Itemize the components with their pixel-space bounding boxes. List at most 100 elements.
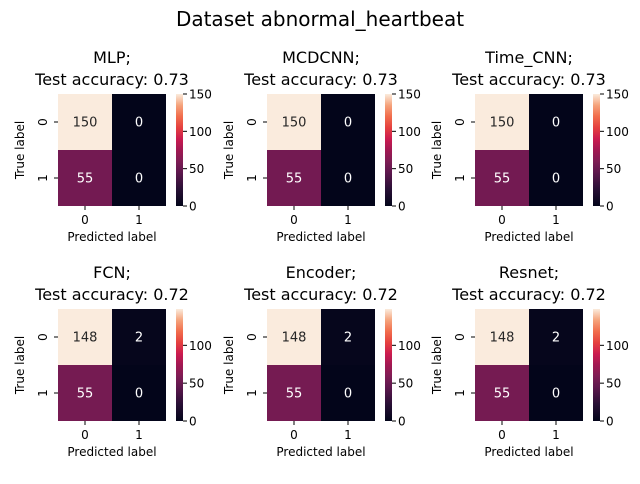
heatmap-cell (529, 365, 583, 421)
cell-value-label: 0 (552, 172, 560, 187)
heatmap-cell (112, 150, 166, 206)
cell-value-label: 55 (77, 387, 94, 402)
y-tick-label: 1 (245, 389, 259, 397)
cell-value-label: 55 (77, 172, 94, 187)
cell-value-label: 0 (344, 387, 352, 402)
heatmap-cell (321, 150, 375, 206)
y-axis-label: True label (430, 336, 444, 395)
colorbar-tick-label: 100 (606, 125, 629, 139)
panel-title-model: MLP; (93, 48, 131, 67)
heatmap-cell (267, 309, 321, 365)
y-axis-label: True label (13, 121, 27, 180)
colorbar (385, 309, 392, 421)
heatmap-cell (475, 94, 529, 150)
x-tick-label: 1 (344, 213, 352, 227)
panel-title-model: MCDCNN; (282, 48, 360, 67)
colorbar-tick-label: 50 (606, 377, 621, 391)
colorbar-tick-label: 100 (398, 125, 421, 139)
heatmap-cell (267, 150, 321, 206)
cell-value-label: 0 (135, 172, 143, 187)
colorbar-tick-label: 150 (189, 88, 212, 102)
heatmap-cell (112, 365, 166, 421)
heatmap-cell (529, 309, 583, 365)
heatmap-cell (58, 94, 112, 150)
y-tick-label: 0 (245, 333, 259, 341)
x-tick-label: 0 (498, 213, 506, 227)
x-tick-label: 0 (81, 428, 89, 442)
cell-value-label: 2 (135, 331, 143, 346)
heatmap-cell (475, 365, 529, 421)
cell-value-label: 0 (344, 172, 352, 187)
y-tick-label: 0 (245, 118, 259, 126)
figure-title: Dataset abnormal_heartbeat (176, 7, 464, 31)
colorbar-tick-label: 100 (398, 339, 421, 353)
x-tick-label: 0 (81, 213, 89, 227)
heatmap-cell (112, 309, 166, 365)
heatmap-cell (58, 309, 112, 365)
y-tick-label: 1 (453, 389, 467, 397)
heatmap-cell (321, 365, 375, 421)
x-tick-label: 0 (498, 428, 506, 442)
colorbar (176, 94, 183, 206)
y-tick-label: 0 (453, 333, 467, 341)
x-tick-label: 1 (552, 213, 560, 227)
y-tick-label: 0 (453, 118, 467, 126)
panel-title-accuracy: Test accuracy: 0.73 (34, 70, 189, 89)
x-axis-label: Predicted label (484, 230, 573, 244)
colorbar-tick-label: 0 (398, 200, 406, 214)
colorbar-tick-label: 50 (189, 162, 204, 176)
heatmap-cell (112, 94, 166, 150)
cell-value-label: 150 (490, 116, 515, 131)
colorbar (176, 309, 183, 421)
y-tick-label: 1 (36, 389, 50, 397)
heatmap-cell (529, 94, 583, 150)
panel-title-model: Time_CNN; (484, 48, 573, 68)
heatmap-cell (321, 94, 375, 150)
heatmap-cell (475, 150, 529, 206)
panel-title-model: Encoder; (286, 263, 357, 282)
colorbar-tick-label: 50 (606, 162, 621, 176)
colorbar-tick-label: 50 (189, 377, 204, 391)
colorbar-tick-label: 0 (189, 415, 197, 429)
panel-title-accuracy: Test accuracy: 0.72 (451, 285, 606, 304)
cell-value-label: 0 (135, 387, 143, 402)
cell-value-label: 150 (282, 116, 307, 131)
panel-title-model: FCN; (93, 263, 131, 282)
colorbar-tick-label: 0 (398, 415, 406, 429)
heatmap-cell (58, 150, 112, 206)
cell-value-label: 55 (494, 387, 511, 402)
cell-value-label: 55 (286, 387, 303, 402)
cell-value-label: 148 (282, 331, 307, 346)
panel-title-accuracy: Test accuracy: 0.73 (243, 70, 398, 89)
x-axis-label: Predicted label (276, 445, 365, 459)
panel-title-accuracy: Test accuracy: 0.72 (34, 285, 189, 304)
colorbar-tick-label: 150 (606, 88, 629, 102)
panel-title-model: Resnet; (499, 263, 559, 282)
colorbar-tick-label: 100 (606, 339, 629, 353)
y-tick-label: 1 (36, 174, 50, 182)
x-axis-label: Predicted label (276, 230, 365, 244)
x-axis-label: Predicted label (484, 445, 573, 459)
y-axis-label: True label (13, 336, 27, 395)
colorbar-tick-label: 50 (398, 377, 413, 391)
colorbar-tick-label: 0 (606, 200, 614, 214)
y-tick-label: 1 (245, 174, 259, 182)
cell-value-label: 150 (73, 116, 98, 131)
colorbar-tick-label: 100 (189, 339, 212, 353)
x-tick-label: 1 (135, 213, 143, 227)
cell-value-label: 0 (135, 116, 143, 131)
y-tick-label: 1 (453, 174, 467, 182)
panel-title-accuracy: Test accuracy: 0.73 (451, 70, 606, 89)
x-axis-label: Predicted label (67, 445, 156, 459)
cell-value-label: 55 (286, 172, 303, 187)
heatmap-cell (58, 365, 112, 421)
x-tick-label: 0 (290, 213, 298, 227)
panel-title-accuracy: Test accuracy: 0.72 (243, 285, 398, 304)
colorbar-tick-label: 150 (398, 88, 421, 102)
x-tick-label: 1 (135, 428, 143, 442)
y-axis-label: True label (222, 336, 236, 395)
colorbar (385, 94, 392, 206)
y-tick-label: 0 (36, 118, 50, 126)
